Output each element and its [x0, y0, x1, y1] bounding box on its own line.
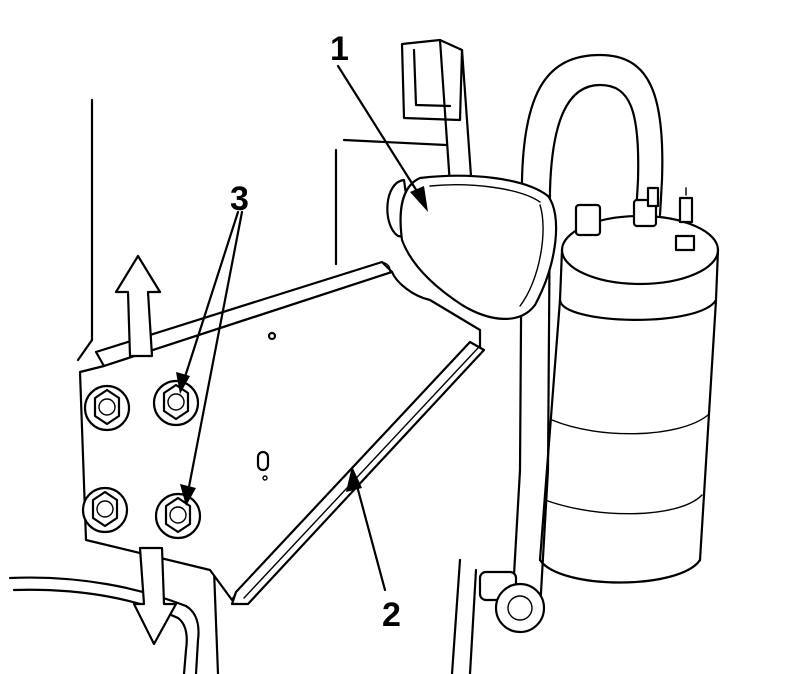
down-arrow-icon — [132, 546, 178, 646]
accumulator-cylinder — [450, 53, 720, 674]
bolt-top-left — [83, 384, 131, 432]
bolts — [81, 379, 202, 540]
callout-1-label: 1 — [330, 30, 349, 68]
callout-2-label: 2 — [382, 596, 401, 634]
bolt-bottom-left — [81, 486, 129, 534]
rubber-cap — [386, 174, 558, 320]
callout-3-label: 3 — [230, 180, 249, 218]
cable — [8, 576, 200, 674]
upper-support — [334, 38, 474, 266]
bolt-bottom-right — [154, 492, 202, 540]
leader-lines — [176, 64, 428, 592]
vertical-post — [76, 98, 220, 674]
up-arrow-icon — [114, 254, 162, 358]
bolt-top-right — [152, 379, 200, 427]
